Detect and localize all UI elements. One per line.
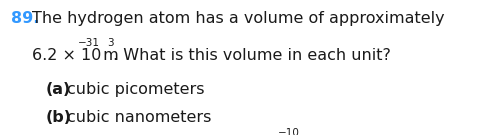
Text: m: m bbox=[98, 48, 118, 63]
Text: The hydrogen atom has a volume of approximately: The hydrogen atom has a volume of approx… bbox=[32, 11, 445, 26]
Text: cubic picometers: cubic picometers bbox=[67, 82, 204, 97]
Text: 3: 3 bbox=[107, 38, 114, 48]
Text: −10: −10 bbox=[278, 128, 300, 135]
Text: −31: −31 bbox=[78, 38, 100, 48]
Text: . What is this volume in each unit?: . What is this volume in each unit? bbox=[113, 48, 391, 63]
Text: cubic nanometers: cubic nanometers bbox=[67, 110, 211, 125]
Text: (a): (a) bbox=[45, 82, 71, 97]
Text: 6.2 × 10: 6.2 × 10 bbox=[32, 48, 102, 63]
Text: (b): (b) bbox=[45, 110, 72, 125]
Text: 89.: 89. bbox=[11, 11, 39, 26]
